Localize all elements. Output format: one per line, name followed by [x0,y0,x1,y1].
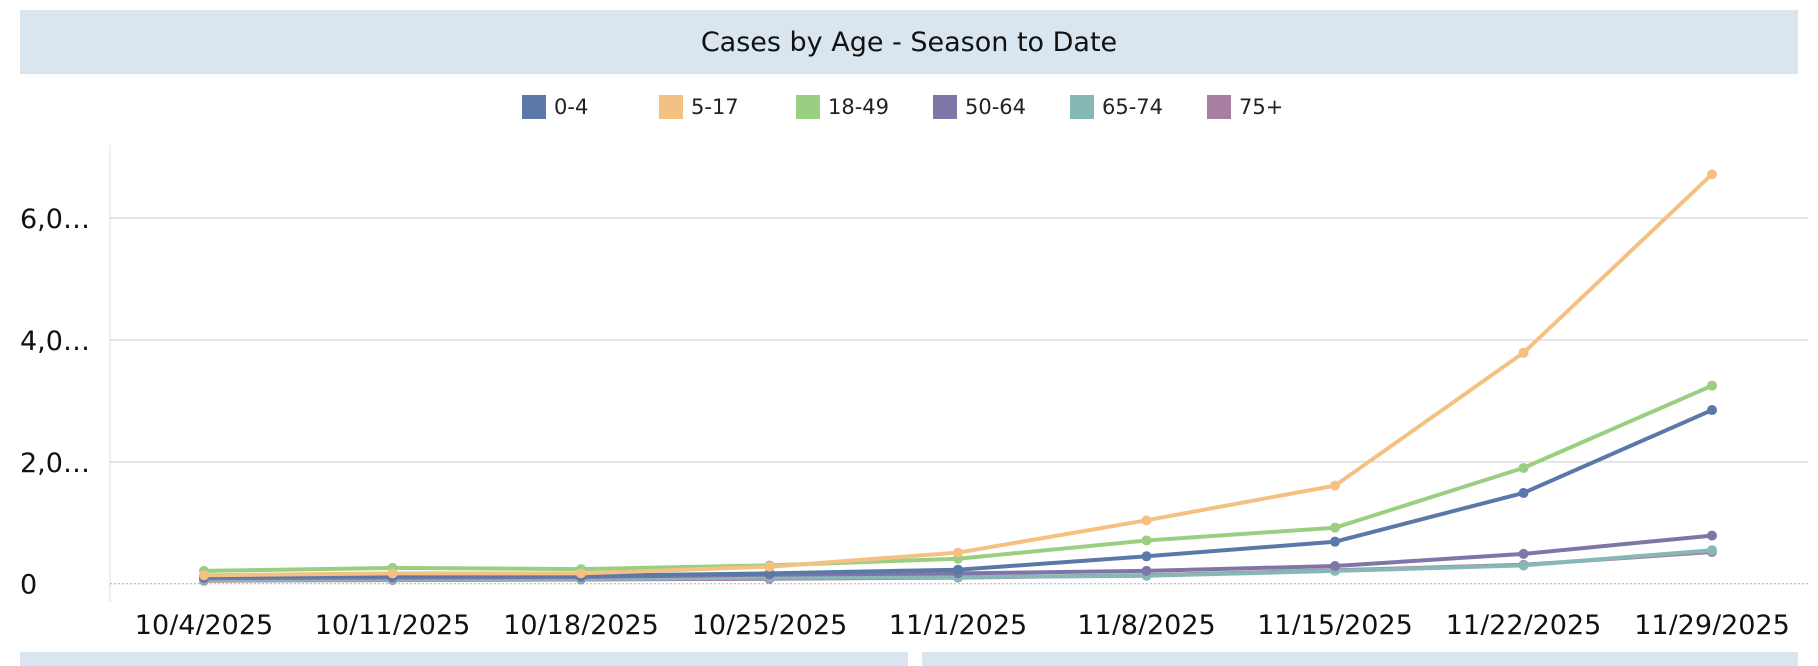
series-line-18-49 [202,383,1714,573]
data-point [1707,169,1717,180]
data-point [1141,551,1152,562]
data-point [1141,535,1152,546]
y-tick-label: 4,0… [20,326,90,357]
data-point [1518,487,1529,498]
data-point [1330,561,1340,572]
x-tick-label: 10/4/2025 [135,610,273,635]
x-tick-label: 11/29/2025 [1634,610,1790,635]
line-chart: 0 2,0… 4,0… 6,0… 10/4/2025 10/11/2025 10/18/20… [20,145,1808,635]
legend-swatch [1070,95,1094,119]
data-point [1141,515,1152,526]
series-line-5-17 [202,172,1714,578]
x-tick-label: 11/22/2025 [1446,610,1602,635]
legend-swatch [1207,95,1231,119]
legend-label: 50-64 [965,95,1027,119]
legend-label: 75+ [1239,95,1284,119]
legend-label: 0-4 [554,95,589,119]
x-tick-label: 11/8/2025 [1077,610,1215,635]
legend-swatch [796,95,820,119]
chart-title-bar: Cases by Age - Season to Date [20,10,1798,74]
x-tick-label: 11/15/2025 [1257,610,1413,635]
data-point [1707,530,1717,541]
chart-legend: 0-4 5-17 18-49 50-64 65-74 75+ [0,93,1818,121]
legend-item-4[interactable]: 65-74 [1070,93,1207,121]
data-point [1518,462,1529,473]
bottom-panel-left [20,652,908,666]
legend-label: 18-49 [828,95,890,119]
legend-item-2[interactable]: 18-49 [796,93,933,121]
legend-item-5[interactable]: 75+ [1207,93,1344,121]
data-point [1518,347,1529,358]
data-point [1330,536,1340,547]
chart-title: Cases by Age - Season to Date [700,26,1118,58]
data-point [1518,560,1529,571]
data-point [1518,548,1529,559]
data-point [1330,480,1340,491]
x-tick-label: 10/18/2025 [503,610,659,635]
data-point [1707,545,1717,556]
x-tick-label: 10/25/2025 [692,610,848,635]
x-tick-label: 10/11/2025 [315,610,471,635]
legend-item-0[interactable]: 0-4 [522,93,659,121]
legend-label: 65-74 [1102,95,1164,119]
data-point [576,568,586,579]
data-point [1707,405,1717,416]
legend-item-3[interactable]: 50-64 [933,93,1070,121]
data-point [764,561,775,572]
data-point [1330,522,1340,533]
data-point [1141,565,1152,576]
x-tick-label: 11/1/2025 [889,610,1027,635]
data-point [953,547,963,558]
y-tick-label: 2,0… [20,448,90,479]
y-tick-label: 6,0… [20,204,90,235]
data-point [387,568,398,579]
data-point [1707,380,1717,391]
y-tick-label: 0 [20,570,37,601]
legend-swatch [522,95,546,119]
legend-swatch [659,95,683,119]
legend-label: 5-17 [691,95,739,119]
bottom-panel-right [922,652,1798,666]
data-point [199,570,209,581]
legend-swatch [933,95,957,119]
data-point [953,564,963,575]
legend-item-1[interactable]: 5-17 [659,93,796,121]
